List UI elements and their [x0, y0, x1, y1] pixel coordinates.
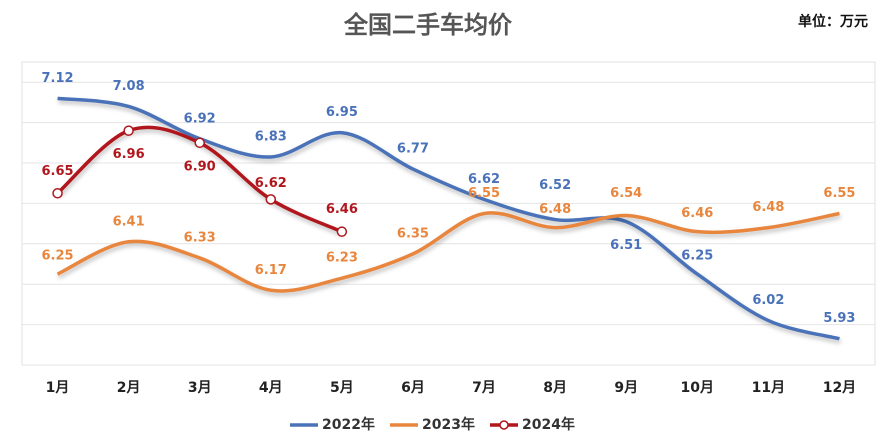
x-tick-label: 3月 [188, 380, 212, 396]
data-label: 6.90 [184, 159, 216, 174]
data-label: 6.48 [539, 202, 571, 217]
data-label: 6.77 [397, 142, 429, 157]
data-label: 6.02 [752, 293, 784, 308]
point-marker [194, 137, 205, 149]
data-label: 6.96 [113, 147, 145, 162]
data-label: 7.08 [113, 79, 145, 94]
data-label: 6.55 [823, 186, 855, 201]
x-tick-label: 1月 [46, 380, 70, 396]
data-label: 6.55 [468, 186, 500, 201]
data-label: 6.65 [42, 164, 74, 179]
data-label: 6.83 [255, 129, 287, 144]
point-marker [123, 125, 134, 136]
x-tick-label: 10月 [681, 380, 714, 396]
data-label: 6.52 [539, 178, 571, 193]
point-marker [52, 188, 63, 199]
x-tick-label: 9月 [614, 380, 638, 396]
series-line [57, 96, 840, 341]
data-label: 6.46 [681, 206, 713, 221]
data-label: 6.62 [468, 172, 500, 187]
data-label: 6.46 [326, 202, 358, 217]
data-label: 6.41 [113, 214, 145, 229]
data-label: 6.25 [681, 249, 713, 264]
point-marker [336, 226, 348, 237]
legend-marker [499, 420, 509, 430]
data-label: 6.33 [184, 230, 216, 245]
x-tick-label: 4月 [259, 380, 283, 396]
series-line [56, 211, 840, 293]
x-tick-label: 7月 [472, 380, 496, 396]
data-label: 6.62 [255, 176, 287, 191]
data-label: 6.25 [42, 249, 74, 264]
legend-label: 2023年 [422, 416, 475, 433]
legend-label: 2024年 [522, 416, 575, 433]
data-label: 6.48 [752, 200, 784, 215]
data-label: 6.23 [326, 251, 358, 266]
data-label: 5.93 [823, 311, 855, 326]
x-tick-label: 8月 [543, 380, 567, 396]
data-label: 6.35 [397, 226, 429, 241]
point-marker [265, 194, 277, 205]
plot-frame [21, 61, 876, 366]
x-tick-label: 6月 [401, 380, 425, 396]
legend-label: 2022年 [322, 416, 375, 433]
x-tick-label: 11月 [752, 380, 785, 396]
data-label: 6.51 [610, 238, 642, 253]
data-label: 6.92 [184, 111, 216, 126]
x-tick-label: 5月 [330, 380, 354, 396]
x-tick-label: 2月 [117, 380, 141, 396]
data-label: 6.95 [326, 105, 358, 120]
x-tick-label: 12月 [823, 380, 856, 396]
unit-label: 单位：万元 [798, 13, 868, 30]
data-label: 6.17 [255, 263, 287, 278]
data-label: 7.12 [42, 71, 74, 86]
chart-title: 全国二手车均价 [343, 11, 513, 39]
data-label: 6.54 [610, 186, 642, 201]
